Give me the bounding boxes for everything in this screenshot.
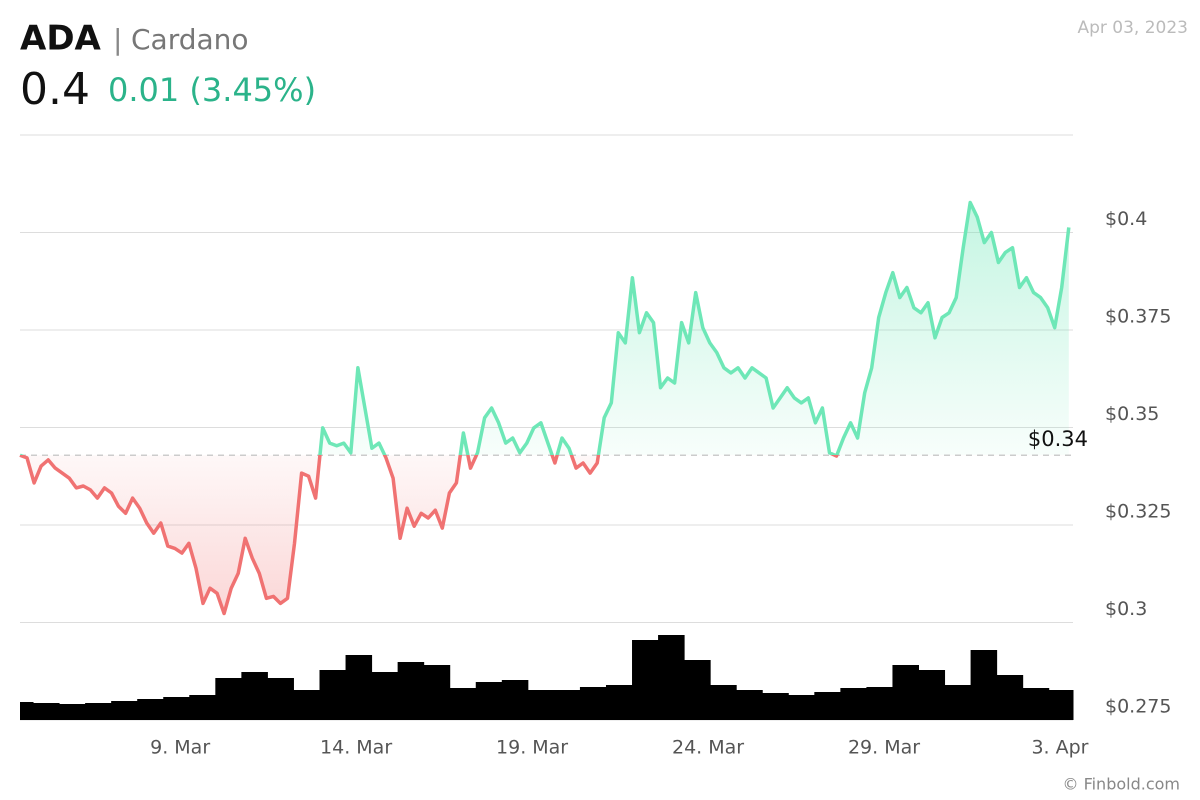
y-tick-label: $0.325 [1105,501,1171,523]
x-tick-label: 29. Mar [848,737,920,759]
x-tick-label: 14. Mar [320,737,392,759]
volume-bar [267,678,294,720]
volume-bar [1048,690,1074,720]
volume-bar [788,695,815,720]
x-tick-label: 9. Mar [150,737,210,759]
date: Apr 03, 2023 [1077,18,1188,38]
volume-bar [658,635,685,720]
volume-bar [996,675,1024,720]
price-area [20,202,1069,614]
volume-bar [33,703,60,720]
volume-bar [241,672,268,720]
volume-bar [684,660,711,720]
volume-bar [866,687,893,720]
price-change: 0.01 (3.45%) [108,71,316,109]
volume-bar [215,678,242,720]
volume-bar [371,672,399,720]
volume-bar [163,697,190,720]
volume-bar [632,640,659,720]
volume-bar [970,650,998,720]
volume-bar [475,682,503,720]
volume-bar [501,680,529,720]
symbol: ADA [20,19,102,59]
volume-bar [20,702,34,720]
x-tick-label: 3. Apr [1031,737,1088,759]
y-tick-label: $0.35 [1105,403,1159,425]
volume-bar [762,693,789,720]
volume-bar [710,685,737,720]
x-tick-label: 24. Mar [672,737,744,759]
price-line [19,200,1071,616]
volume-bar [579,687,607,720]
baseline-label: $0.34 [1028,427,1088,451]
volume-bar [814,692,841,720]
y-tick-label: $0.375 [1105,306,1171,328]
volume-bar [1022,688,1050,720]
y-tick-label: $0.275 [1105,696,1171,718]
y-tick-label: $0.4 [1105,208,1147,230]
volume-bar [840,688,867,720]
volume-bar [423,665,451,720]
volume-bar [345,655,373,720]
volume-bar [449,688,477,720]
volume-bar [59,704,86,720]
volume-bar [293,690,320,720]
x-tick-label: 19. Mar [496,737,568,759]
volume-bar [605,685,633,720]
volume-bar [111,701,138,720]
price: 0.4 [20,64,90,115]
volume-bar [189,695,216,720]
y-tick-label: $0.3 [1105,598,1147,620]
volume-bar [736,690,763,720]
credit: © Finbold.com [1062,775,1180,794]
volume-bar [319,670,347,720]
separator: | [113,23,122,56]
volume-bar [137,699,164,720]
volume-bar [944,685,972,720]
volume-bar [553,690,581,720]
volume-bar [527,690,555,720]
volume-bar [85,703,112,720]
volume-bar [397,662,425,720]
volume-bar [892,665,919,720]
asset-name: Cardano [131,23,249,56]
volume-bar [918,670,946,720]
